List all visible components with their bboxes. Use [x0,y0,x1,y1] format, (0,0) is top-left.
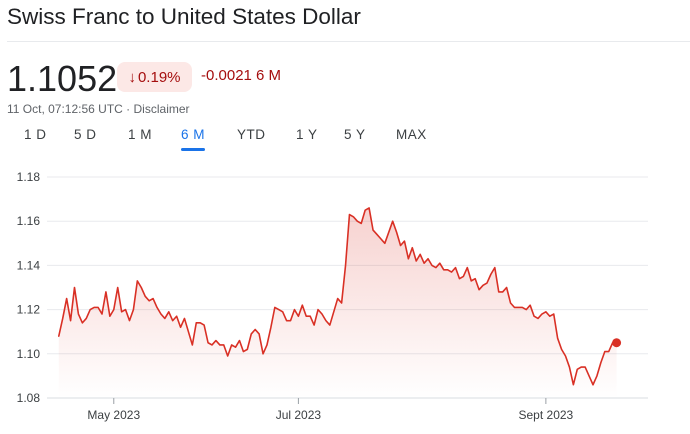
y-tick-label: 1.18 [17,170,41,184]
tab-1m[interactable]: 1 M [128,127,153,142]
tab-ytd[interactable]: YTD [237,127,266,142]
x-tick-label: May 2023 [87,408,140,422]
tab-max[interactable]: MAX [396,127,427,142]
tab-5y[interactable]: 5 Y [344,127,366,142]
tab-1y[interactable]: 1 Y [296,127,318,142]
change-percent-badge: ↓ 0.19% [117,62,192,92]
page-title: Swiss Franc to United States Dollar [7,4,361,29]
quote-timestamp: 11 Oct, 07:12:56 UTC [7,102,123,116]
tab-5d[interactable]: 5 D [74,127,97,142]
x-tick-label: Sept 2023 [519,408,574,422]
header-divider [7,41,690,42]
tab-6m[interactable]: 6 M [181,127,206,151]
series-area [58,207,617,398]
y-tick-label: 1.14 [17,258,41,272]
x-tick-label: Jul 2023 [276,408,322,422]
price-chart[interactable]: 1.18 1.16 1.14 1.12 1.10 1.08 May 2023 Jul 2023… [0,160,690,434]
tab-1d[interactable]: 1 D [24,127,47,142]
meta-separator: · [122,102,134,116]
quote-meta: 11 Oct, 07:12:56 UTC · Disclaimer [7,102,190,116]
current-price: 1.1052 [7,58,118,99]
series-line [57,207,618,386]
y-tick-label: 1.10 [17,347,41,361]
arrow-down-icon: ↓ [128,68,136,86]
y-tick-label: 1.16 [17,214,41,228]
y-tick-label: 1.08 [17,391,41,405]
y-tick-label: 1.12 [17,303,41,317]
last-point-marker [612,338,622,348]
disclaimer-link[interactable]: Disclaimer [133,102,190,116]
change-percent: 0.19% [137,68,181,86]
change-value: -0.0021 6 M [201,67,282,84]
